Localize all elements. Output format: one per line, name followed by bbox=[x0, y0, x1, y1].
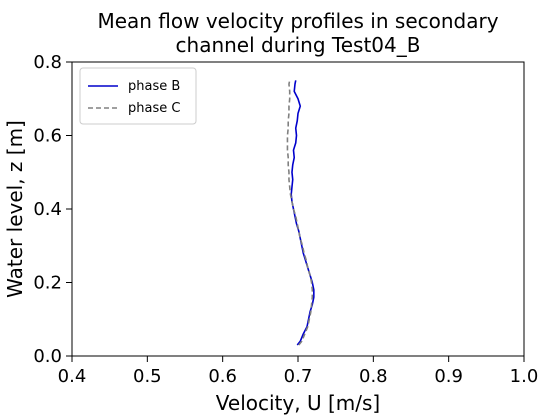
x-tick-label: 0.4 bbox=[58, 366, 87, 387]
chart-title-line-1: Mean flow velocity profiles in secondary bbox=[97, 9, 498, 33]
x-axis: 0.4 0.5 0.6 0.7 0.8 0.9 1.0 bbox=[58, 356, 539, 387]
plot-frame bbox=[71, 61, 525, 357]
y-tick-label: 0.8 bbox=[33, 52, 62, 73]
legend-label-phase-b: phase B bbox=[128, 79, 180, 94]
x-tick-label: 0.5 bbox=[133, 366, 162, 387]
y-tick-label: 0.0 bbox=[33, 346, 62, 367]
legend-label-phase-c: phase C bbox=[128, 101, 180, 116]
legend-box bbox=[79, 67, 197, 125]
y-tick-label: 0.6 bbox=[33, 126, 62, 147]
x-tick-label: 0.8 bbox=[359, 366, 388, 387]
legend: phase B phase C bbox=[79, 67, 197, 125]
y-tick-label: 0.4 bbox=[33, 199, 62, 220]
x-axis-label: Velocity, U [m/s] bbox=[216, 391, 380, 415]
y-axis-label: Water level, z [m] bbox=[3, 120, 27, 298]
plot-series bbox=[286, 80, 315, 346]
x-tick-label: 0.9 bbox=[434, 366, 463, 387]
series-line-phase-c bbox=[286, 80, 314, 346]
y-axis: 0.0 0.2 0.4 0.6 0.8 bbox=[33, 52, 72, 367]
x-tick-label: 0.6 bbox=[208, 366, 237, 387]
x-tick-label: 0.7 bbox=[284, 366, 313, 387]
chart-title-line-2: channel during Test04_B bbox=[176, 33, 421, 57]
x-tick-label: 1.0 bbox=[510, 366, 539, 387]
chart-title: Mean flow velocity profiles in secondary… bbox=[97, 9, 498, 57]
y-tick-label: 0.2 bbox=[33, 273, 62, 294]
